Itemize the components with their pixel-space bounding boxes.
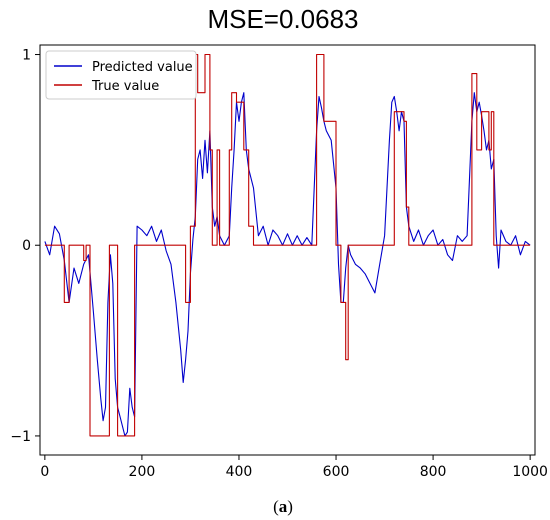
figure-caption: (a) [273,497,293,516]
legend-label-true: True value [91,79,159,94]
chart-title: MSE=0.0683 [207,4,358,34]
series-line-true [44,53,531,437]
series-layer [44,53,531,437]
x-tick-label: 600 [323,464,350,480]
legend: Predicted value True value [45,50,197,100]
axis-ticks: 0 200 400 600 800 1000 −1 0 1 [10,48,548,480]
y-tick-label: 1 [22,48,31,64]
x-tick-label: 400 [226,464,253,480]
legend-label-predicted: Predicted value [92,60,193,75]
caption-close: ) [287,497,293,516]
y-tick-label: 0 [22,238,31,254]
x-tick-label: 200 [129,464,156,480]
x-tick-label: 0 [40,464,49,480]
series-line-predicted [44,92,531,437]
legend-box [45,50,197,100]
y-tick-label: −1 [10,429,31,445]
x-tick-label: 1000 [512,464,548,480]
plot-area [39,44,536,456]
caption-letter: a [279,497,288,516]
caption-open: ( [273,497,279,516]
x-tick-label: 800 [420,464,447,480]
